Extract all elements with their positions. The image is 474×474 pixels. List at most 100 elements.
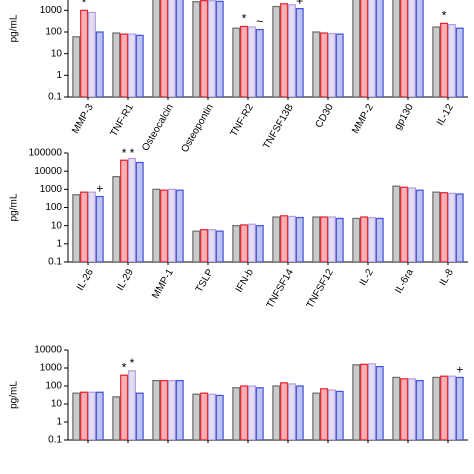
bar bbox=[455, 27, 464, 97]
bar bbox=[167, 379, 176, 440]
y-tick-label: 0.1 bbox=[48, 257, 62, 268]
bar bbox=[127, 157, 136, 262]
bar bbox=[87, 391, 96, 440]
bar bbox=[320, 32, 329, 97]
bar bbox=[400, 0, 409, 97]
bar bbox=[440, 375, 449, 440]
bar bbox=[272, 385, 281, 440]
y-tick-label: 100 bbox=[45, 27, 62, 38]
y-axis-label: pg/mL bbox=[9, 381, 20, 409]
bar bbox=[392, 376, 401, 440]
bar bbox=[320, 216, 329, 262]
y-axis-label: pg/mL bbox=[9, 14, 20, 42]
y-tick-label: 1 bbox=[56, 238, 62, 249]
y-tick-label: 10000 bbox=[34, 345, 62, 356]
bar bbox=[295, 385, 304, 440]
x-tick-label: TSLP bbox=[194, 267, 216, 294]
bar bbox=[447, 192, 456, 262]
bar bbox=[232, 387, 241, 440]
x-tick-label: MMP-2 bbox=[350, 102, 376, 136]
bar bbox=[87, 191, 96, 262]
y-tick-label: 1 bbox=[56, 417, 62, 428]
bar bbox=[232, 225, 241, 262]
bar bbox=[135, 392, 144, 440]
y-tick-label: 1000 bbox=[40, 363, 63, 374]
bar bbox=[367, 0, 376, 97]
bar bbox=[247, 223, 256, 262]
annotation: * bbox=[122, 360, 127, 374]
y-tick-label: 100 bbox=[45, 202, 62, 213]
bar bbox=[255, 387, 264, 440]
bar bbox=[215, 394, 224, 440]
bar bbox=[407, 0, 416, 97]
bar bbox=[392, 185, 401, 262]
bar bbox=[152, 188, 161, 262]
bar bbox=[135, 34, 144, 97]
bar bbox=[112, 32, 121, 97]
bar bbox=[112, 396, 121, 440]
y-tick-label: 100000 bbox=[29, 148, 63, 159]
y-tick-label: 10000 bbox=[34, 166, 62, 177]
bar bbox=[160, 0, 169, 97]
bar bbox=[152, 0, 161, 97]
bar bbox=[87, 11, 96, 97]
bar bbox=[360, 216, 369, 262]
bar bbox=[127, 33, 136, 97]
annotation: * bbox=[242, 12, 247, 26]
bar bbox=[80, 191, 89, 262]
bar bbox=[375, 365, 384, 440]
bar bbox=[375, 0, 384, 97]
bar bbox=[447, 23, 456, 97]
bar bbox=[335, 33, 344, 97]
bar bbox=[135, 161, 144, 262]
bar bbox=[175, 189, 184, 262]
bar bbox=[240, 385, 249, 440]
bar bbox=[95, 31, 104, 97]
bar bbox=[320, 388, 329, 440]
bar bbox=[120, 159, 129, 262]
y-tick-label: 0.1 bbox=[48, 92, 62, 103]
panel: pg/mL 0.1 1 10 100 1000 10000 100000 IL-26 + IL-29… bbox=[9, 146, 468, 310]
bar bbox=[335, 390, 344, 440]
bar bbox=[327, 389, 336, 440]
bar bbox=[152, 379, 161, 440]
bar bbox=[207, 393, 216, 440]
bar bbox=[120, 33, 129, 97]
bar bbox=[255, 28, 264, 97]
x-tick-label: IL-12 bbox=[435, 102, 456, 128]
bar bbox=[400, 186, 409, 262]
x-tick-label: IFN-b bbox=[234, 267, 256, 295]
bar bbox=[415, 0, 424, 97]
x-tick-label: TNFSF13B bbox=[261, 102, 296, 151]
bar bbox=[367, 363, 376, 440]
x-tick-label: MMP-1 bbox=[150, 267, 176, 301]
x-tick-label: Osteopontin bbox=[179, 102, 215, 154]
bar bbox=[215, 230, 224, 262]
bar bbox=[192, 393, 201, 440]
annotation: * bbox=[130, 356, 135, 370]
bar bbox=[455, 193, 464, 262]
bar bbox=[312, 216, 321, 262]
x-tick-label: gp130 bbox=[392, 102, 416, 132]
bar bbox=[160, 189, 169, 262]
y-tick-label: 10 bbox=[51, 399, 63, 410]
bar bbox=[432, 191, 441, 262]
bar bbox=[95, 391, 104, 440]
bar bbox=[415, 379, 424, 440]
bar bbox=[352, 364, 361, 440]
bar bbox=[287, 215, 296, 262]
bar bbox=[192, 1, 201, 97]
bar bbox=[295, 8, 304, 97]
bars bbox=[72, 363, 464, 440]
bar bbox=[175, 379, 184, 440]
bar bbox=[80, 391, 89, 440]
x-tick-label: IL-6ra bbox=[393, 267, 416, 296]
bar bbox=[447, 375, 456, 440]
bar bbox=[312, 31, 321, 97]
bar bbox=[272, 216, 281, 262]
bar bbox=[352, 217, 361, 262]
annotation: + bbox=[296, 0, 303, 8]
bar bbox=[327, 216, 336, 262]
bar bbox=[247, 26, 256, 97]
